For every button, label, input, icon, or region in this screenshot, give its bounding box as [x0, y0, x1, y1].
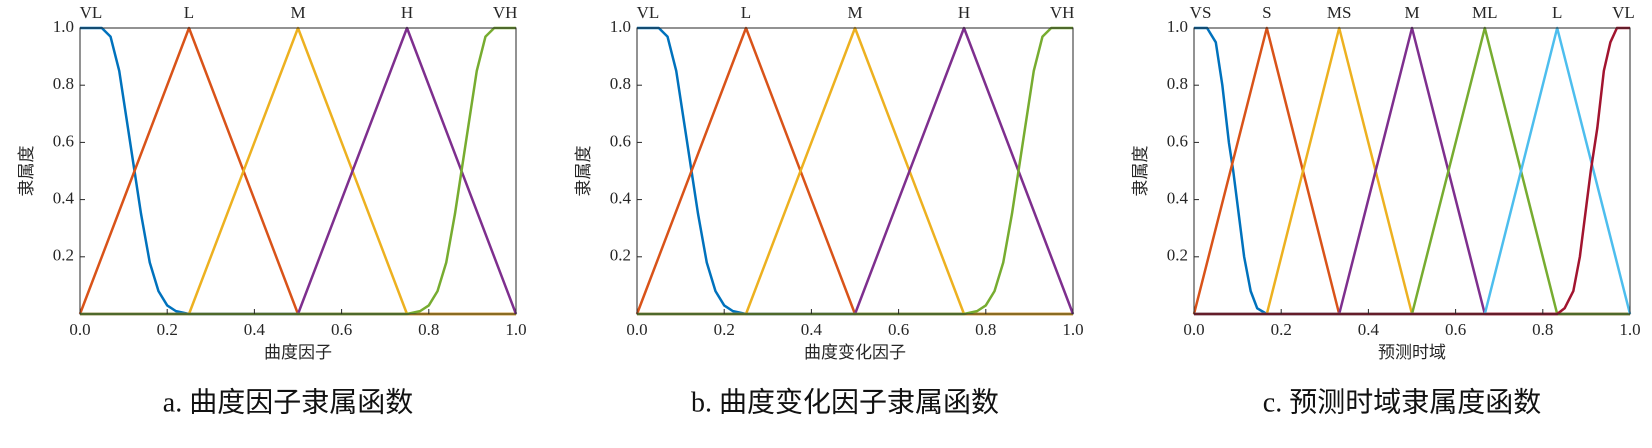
caption: b. 曲度变化因子隶属函数: [691, 386, 999, 418]
plot-frame: [636, 27, 1074, 315]
x-tick-label: 0.6: [888, 320, 909, 339]
x-tick-label: 1.0: [1062, 320, 1083, 339]
x-axis-label: 预测时域: [1378, 343, 1446, 362]
y-tick-label: 0.8: [610, 74, 631, 93]
x-tick-label: 0.0: [69, 320, 90, 339]
x-tick-label: 0.6: [1445, 320, 1466, 339]
x-tick-label: 1.0: [505, 320, 526, 339]
x-tick-label: 0.4: [801, 320, 823, 339]
series-line: [637, 26, 1073, 316]
x-tick-label: 0.8: [1532, 320, 1553, 339]
y-axis-label: 隶属度: [1131, 146, 1150, 197]
series-label: H: [958, 3, 970, 22]
series-line: [1194, 26, 1630, 316]
x-tick-label: 0.4: [244, 320, 266, 339]
y-tick-label: 0.4: [1167, 189, 1189, 208]
series-label: L: [184, 3, 194, 22]
series-line: [637, 26, 1073, 316]
y-tick-label: 0.6: [610, 131, 631, 150]
x-tick-label: 0.2: [714, 320, 735, 339]
series-label: H: [401, 3, 413, 22]
caption: a. 曲度因子隶属函数: [163, 386, 413, 418]
series-label: M: [847, 3, 862, 22]
series-line: [635, 26, 1073, 316]
y-tick-label: 0.2: [610, 246, 631, 265]
series-line: [1194, 26, 1630, 316]
x-tick-label: 0.2: [157, 320, 178, 339]
x-tick-label: 0.6: [331, 320, 352, 339]
x-tick-label: 0.0: [626, 320, 647, 339]
x-tick-label: 0.8: [418, 320, 439, 339]
y-tick-label: 0.4: [53, 189, 75, 208]
x-axis-label: 曲度变化因子: [804, 343, 906, 362]
series-line: [80, 26, 516, 316]
series-label: VL: [1612, 3, 1635, 22]
series-label: ML: [1472, 3, 1498, 22]
y-tick-label: 1.0: [610, 17, 631, 36]
series-line: [78, 26, 516, 316]
y-tick-label: 0.6: [53, 131, 74, 150]
x-tick-label: 1.0: [1619, 320, 1640, 339]
x-axis-label: 曲度因子: [264, 343, 332, 362]
series-label: VH: [493, 3, 518, 22]
y-axis-label: 隶属度: [17, 146, 36, 197]
y-tick-label: 0.2: [1167, 246, 1188, 265]
y-tick-label: 0.4: [610, 189, 632, 208]
y-tick-label: 0.8: [53, 74, 74, 93]
series-label: VS: [1190, 3, 1212, 22]
series-label: VL: [80, 3, 103, 22]
y-tick-label: 0.2: [53, 246, 74, 265]
plot-frame: [79, 27, 517, 315]
series-label: VH: [1050, 3, 1075, 22]
x-tick-label: 0.2: [1271, 320, 1292, 339]
x-tick-label: 0.8: [975, 320, 996, 339]
series-label: MS: [1327, 3, 1352, 22]
series-line: [1194, 26, 1632, 316]
x-tick-label: 0.0: [1183, 320, 1204, 339]
y-axis-label: 隶属度: [574, 146, 593, 197]
y-tick-label: 0.6: [1167, 131, 1188, 150]
caption: c. 预测时域隶属度函数: [1263, 386, 1541, 418]
plot-frame: [1193, 27, 1631, 315]
series-line: [1192, 26, 1630, 316]
series-line: [1194, 26, 1630, 316]
series-line: [80, 26, 518, 316]
series-label: M: [290, 3, 305, 22]
y-tick-label: 1.0: [53, 17, 74, 36]
series-line: [1194, 26, 1630, 316]
y-tick-label: 0.8: [1167, 74, 1188, 93]
x-tick-label: 0.4: [1358, 320, 1380, 339]
series-label: S: [1262, 3, 1271, 22]
series-line: [637, 26, 1075, 316]
y-tick-label: 1.0: [1167, 17, 1188, 36]
series-label: L: [741, 3, 751, 22]
series-label: VL: [637, 3, 660, 22]
series-line: [80, 26, 516, 316]
series-line: [80, 26, 516, 316]
series-label: M: [1404, 3, 1419, 22]
series-label: L: [1552, 3, 1562, 22]
series-line: [1194, 26, 1630, 316]
series-line: [637, 26, 1073, 316]
